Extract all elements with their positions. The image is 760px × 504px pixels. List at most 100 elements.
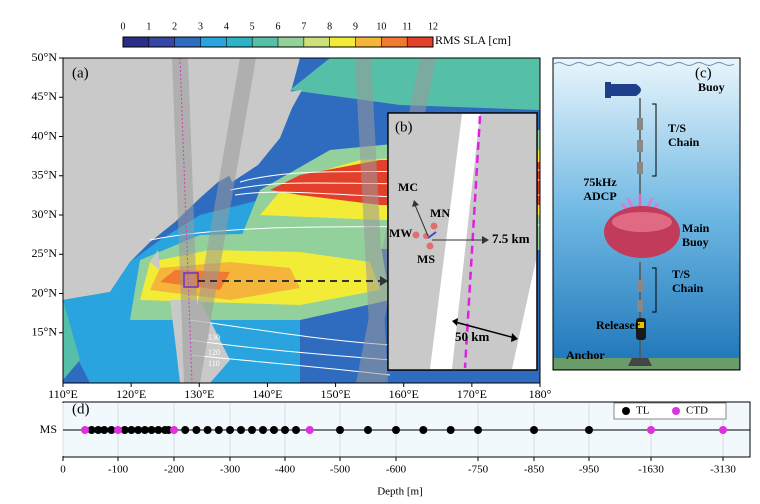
point [474, 426, 482, 434]
point [87, 426, 96, 434]
point [147, 426, 156, 434]
legend-marker [622, 407, 630, 415]
x-tick-label: 0 [60, 464, 66, 476]
diagram-label: Anchor [566, 348, 605, 362]
diagram-label: ADCP [583, 189, 616, 203]
colorbar-cell [329, 37, 356, 47]
colorbar-cell [381, 37, 408, 47]
colorbar-tick-label: 3 [198, 21, 203, 32]
diagram-label: T/S [672, 267, 690, 281]
contour-label: 110 [208, 359, 220, 368]
colorbar-cell [252, 37, 278, 47]
x-tick-label: -950 [579, 464, 600, 476]
colorbar-cell [407, 37, 433, 47]
mooring-label: MN [430, 206, 450, 220]
panel-label: (a) [72, 65, 89, 81]
point [585, 426, 593, 434]
legend-frame [613, 402, 727, 420]
point [446, 426, 455, 434]
mooring-diagram [552, 57, 741, 371]
point [305, 426, 314, 434]
point [226, 426, 234, 434]
point [719, 426, 727, 434]
x-tick-label: -300 [220, 464, 241, 476]
mooring-label: MW [389, 226, 412, 240]
point [214, 426, 223, 434]
colorbar-label: RMS SLA [cm] [435, 33, 511, 47]
colorbar-tick-label: 9 [353, 21, 358, 32]
point [127, 426, 136, 434]
colorbar-tick-label: 12 [428, 21, 438, 32]
colorbar-cell [226, 37, 253, 47]
colorbar-tick-label: 7 [301, 21, 306, 32]
diagram-label: Buoy [682, 235, 709, 249]
colorbar-tick-label: 6 [276, 21, 281, 32]
y-tick-label: 25°N [32, 246, 58, 260]
distance-label: 50 km [455, 329, 489, 344]
diagram-label: Main [682, 221, 710, 235]
legend-label: CTD [686, 405, 708, 417]
point [392, 426, 400, 434]
colorbar-cell [148, 37, 175, 47]
colorbar-tick-label: 2 [172, 21, 177, 32]
y-tick-label: 35°N [32, 168, 58, 182]
x-tick-label: 120°E [116, 387, 146, 401]
y-tick-label: 15°N [32, 325, 58, 339]
point [192, 426, 201, 434]
panel-label: (b) [395, 119, 413, 135]
x-tick-label: -500 [330, 464, 351, 476]
diagram-label: T/S [668, 121, 686, 135]
point [170, 426, 178, 434]
point [336, 426, 344, 434]
y-tick-label: 20°N [32, 285, 58, 299]
colorbar-cell [174, 37, 201, 47]
point [259, 426, 267, 434]
point [292, 426, 300, 434]
point [647, 426, 655, 434]
y-tick-label: 30°N [32, 207, 58, 221]
colorbar-tick-label: 4 [224, 21, 229, 32]
x-tick-label: -600 [386, 464, 407, 476]
point [81, 426, 89, 434]
x-tick-label: 170°E [457, 387, 487, 401]
point [94, 426, 103, 434]
diagram-label: Chain [668, 135, 700, 149]
x-tick-label: -850 [524, 464, 545, 476]
panel-label: (c) [695, 65, 712, 81]
point [203, 426, 212, 434]
colorbar-cell [355, 37, 382, 47]
point [140, 426, 149, 434]
point [120, 426, 129, 434]
mooring-label: MC [398, 180, 418, 194]
colorbar-cell [200, 37, 227, 47]
inset [387, 112, 538, 371]
panel-label: (d) [72, 401, 90, 417]
x-tick-label: -750 [468, 464, 489, 476]
x-tick-label: 110°E [48, 387, 78, 401]
mooring-label: MS [417, 252, 435, 266]
point [530, 426, 538, 434]
contour-label: 130 [208, 333, 220, 342]
x-tick-label: -1630 [638, 464, 664, 476]
point [154, 426, 163, 434]
diagram-label: Chain [672, 281, 704, 295]
x-tick-label: 140°E [252, 387, 282, 401]
point [107, 426, 116, 434]
colorbar-cell [123, 37, 149, 47]
legend-marker [672, 407, 680, 415]
point [364, 426, 372, 434]
colorbar-tick-label: 8 [327, 21, 332, 32]
colorbar-cell [303, 37, 330, 47]
colorbar-tick-label: 5 [250, 21, 255, 32]
legend-label: TL [636, 405, 650, 417]
point [419, 426, 428, 434]
x-tick-label: 160°E [389, 387, 419, 401]
y-tick-label: 40°N [32, 128, 58, 142]
colorbar-cell [278, 37, 304, 47]
colorbar-tick-label: 11 [402, 21, 412, 32]
y-tick-label: 45°N [32, 89, 58, 103]
x-tick-label: -3130 [710, 464, 736, 476]
x-tick-label: -200 [164, 464, 185, 476]
diagram-label: Releaser [596, 318, 641, 332]
